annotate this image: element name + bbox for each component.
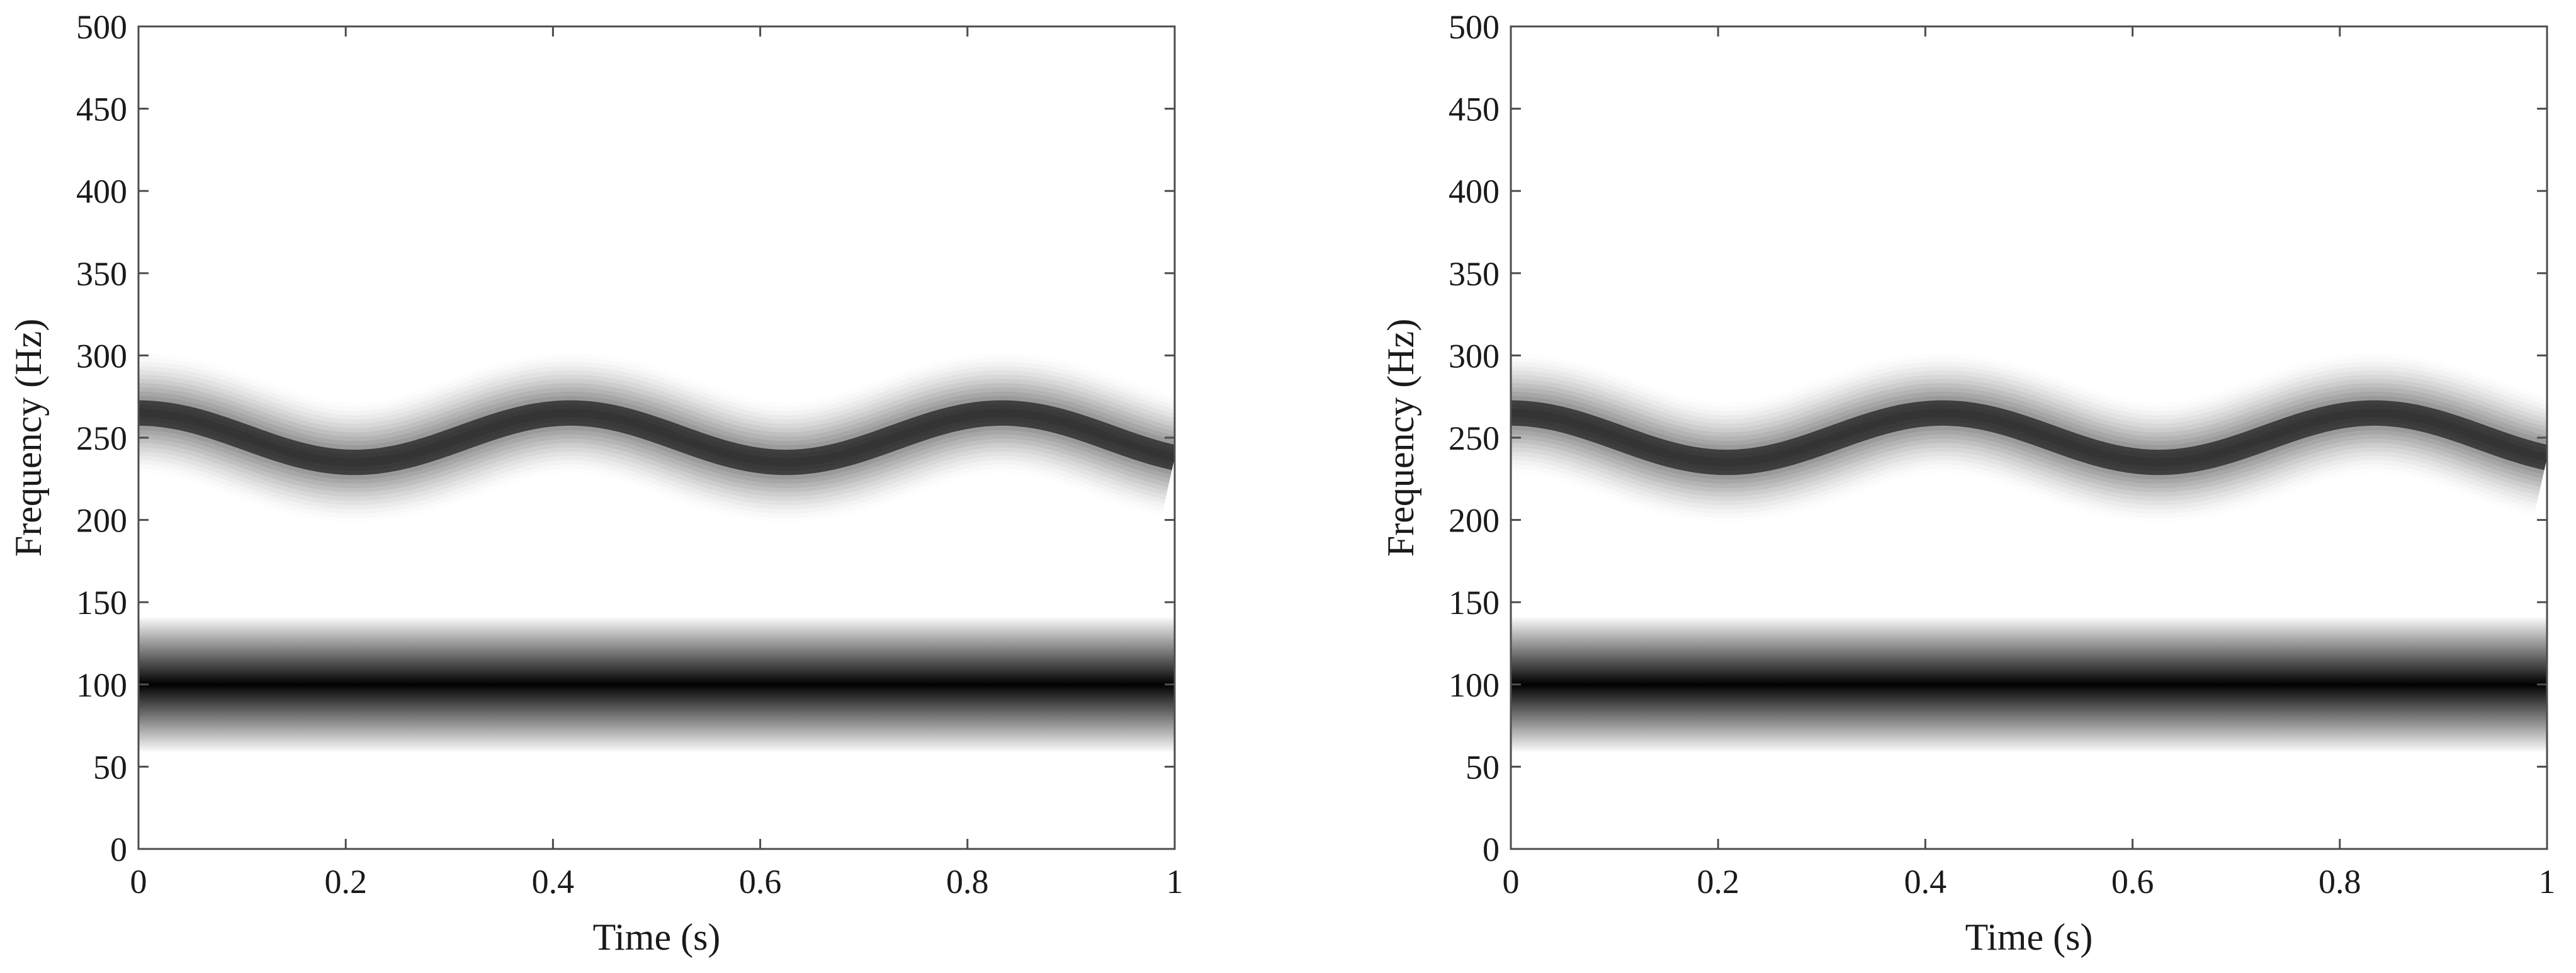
x-tick-label: 0.2	[1697, 863, 1739, 901]
y-tick-label: 350	[76, 255, 127, 293]
y-tick-label: 100	[1449, 666, 1500, 704]
x-tick-label: 0	[130, 863, 147, 901]
spectrogram-panel-1: 0 50 100 150 200 250 300 350 400 450 500 0 0.2 0.4 0.6…	[8, 8, 1183, 958]
spectrogram-image	[138, 374, 1175, 753]
y-tick-label: 50	[1466, 748, 1500, 786]
y-tick-label: 500	[76, 8, 127, 46]
y-tick-label: 150	[76, 584, 127, 622]
constant-tone-band	[1511, 616, 2547, 753]
y-tick-label: 250	[1449, 419, 1500, 457]
y-tick-label: 450	[76, 91, 127, 128]
y-tick-label: 200	[1449, 502, 1500, 540]
y-tick-label: 0	[1483, 831, 1500, 868]
modulated-tone-band	[138, 374, 1175, 501]
modulated-tone-band	[1511, 374, 2547, 501]
x-tick-label: 1	[1167, 863, 1183, 901]
y-axis-label: Frequency (Hz)	[1380, 319, 1421, 557]
x-axis-label: Time (s)	[593, 916, 721, 958]
y-tick-label: 350	[1449, 255, 1500, 293]
y-tick-label: 500	[1449, 8, 1500, 46]
x-tick-label: 0.8	[946, 863, 989, 901]
x-tick-label: 0.6	[739, 863, 782, 901]
y-tick-label: 250	[76, 419, 127, 457]
x-axis-label: Time (s)	[1965, 916, 2093, 958]
constant-tone-band	[138, 616, 1175, 753]
y-tick-label: 100	[76, 666, 127, 704]
y-tick-label: 400	[1449, 173, 1500, 210]
y-tick-label: 150	[1449, 584, 1500, 622]
x-tick-label: 0.4	[1904, 863, 1947, 901]
x-tick-label: 1	[2539, 863, 2556, 901]
spectrogram-panel-2: 0 50 100 150 200 250 300 350 400 450 500 0 0.2 0.4 0.6…	[1380, 8, 2556, 958]
y-tick-label: 400	[76, 173, 127, 210]
x-tick-label: 0.2	[324, 863, 367, 901]
y-tick-label: 300	[76, 337, 127, 375]
x-tick-label: 0	[1503, 863, 1520, 901]
spectrogram-image	[1511, 374, 2547, 753]
y-tick-label: 50	[93, 748, 127, 786]
x-tick-label: 0.8	[2319, 863, 2361, 901]
y-tick-label: 300	[1449, 337, 1500, 375]
y-tick-label: 200	[76, 502, 127, 540]
y-tick-label: 0	[110, 831, 127, 868]
x-tick-label: 0.4	[532, 863, 575, 901]
x-tick-label: 0.6	[2111, 863, 2154, 901]
y-tick-label: 450	[1449, 91, 1500, 128]
y-axis-label: Frequency (Hz)	[8, 319, 49, 557]
